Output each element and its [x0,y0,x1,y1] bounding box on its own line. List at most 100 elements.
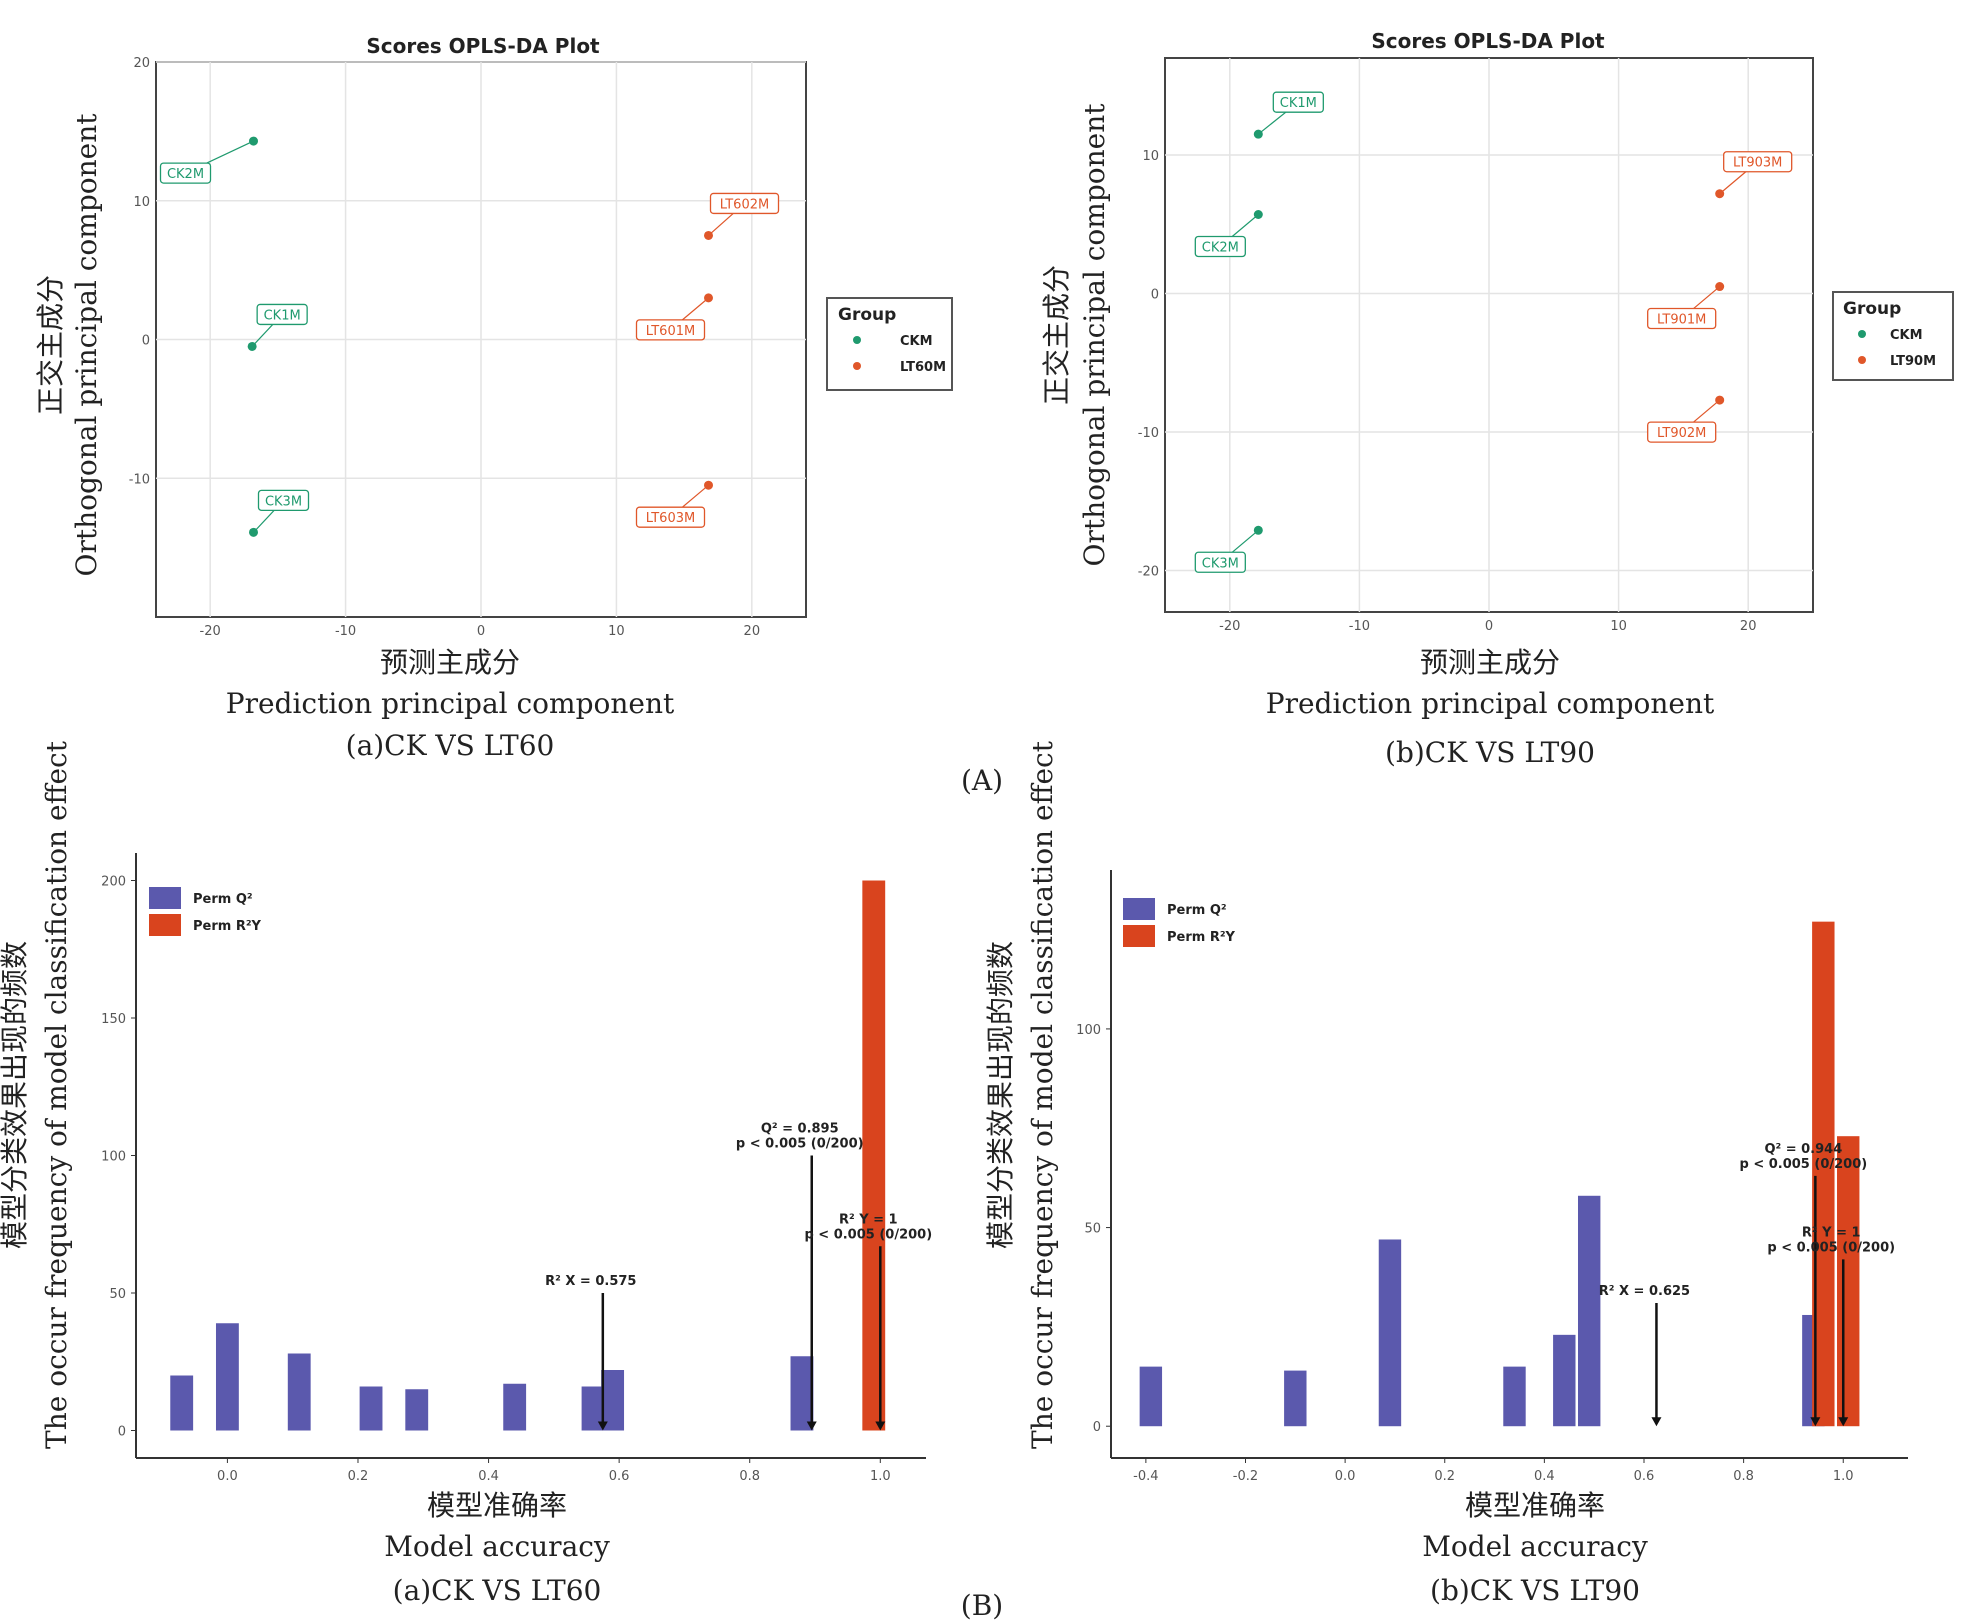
data-point [704,480,713,490]
y-axis-label-cn: 正交主成分 [34,275,67,415]
y-axis-label-en: Orthogonal principal component [70,113,103,577]
y-tick-label: 20 [133,56,150,71]
x-axis-label-en: Prediction principal component [1266,687,1715,720]
x-tick-label: 20 [744,624,761,639]
x-tick-label: 0.6 [1634,1469,1655,1484]
y-tick-label: -20 [1138,564,1159,579]
point-label: LT603M [646,511,695,526]
x-tick-labels: 0.0 0.2 0.4 0.6 0.8 1.0 [217,1458,891,1484]
point-label-box [257,489,310,512]
y-axis-label-en: The occur frequency of model classificat… [1026,740,1059,1449]
grid-lines [156,61,806,617]
bar [1553,1334,1576,1427]
annotation-text: Q² = 0.895 [761,1122,839,1137]
bar [1284,1370,1307,1427]
legend-item: Perm R²Y [193,919,262,934]
data-points: CK1M CK2M CK3M LT903M LT901M LT902M [1194,91,1793,573]
y-tick-label: 0 [118,1425,126,1440]
arrow-head [597,1421,608,1431]
x-axis-label-cn: 模型准确率 [427,1489,567,1522]
x-axis-label-cn: 预测主成分 [1420,646,1560,679]
x-tick-label: -10 [335,624,356,639]
data-point [704,293,713,303]
bar [601,1370,625,1431]
x-tick-label: 0.2 [1434,1469,1455,1484]
bar [405,1389,429,1431]
bar [287,1353,311,1431]
x-tick-label: -0.2 [1233,1469,1258,1484]
point-label: LT902M [1657,426,1706,441]
y-tick-label: 0 [1151,287,1159,302]
point-label: CK1M [264,308,301,323]
scores-plot-ck-lt90: Scores OPLS-DA Plot -20 -10 0 10 20 -20 -10 0 1… [1040,29,1954,769]
chart-title: Scores OPLS-DA Plot [366,34,600,58]
y-axis-label-en: Orthogonal principal component [1078,103,1111,567]
bar [581,1386,605,1431]
point-label: LT602M [720,197,769,212]
point-label-box [256,303,308,326]
x-tick-label: 0.0 [217,1469,238,1484]
arrow-head [806,1421,817,1431]
bar [862,880,886,1431]
y-tick-label: -10 [1138,426,1159,441]
legend: Perm Q² Perm R²Y [145,882,283,944]
point-label: CK2M [167,167,204,182]
y-tick-label: 150 [101,1012,126,1027]
y-axis-label-en: The occur frequency of model classificat… [40,740,73,1449]
bar [215,1323,239,1431]
chart-title: Scores OPLS-DA Plot [1371,29,1605,53]
data-point [1715,282,1725,292]
panel-caption: (b)CK VS LT90 [1430,1574,1640,1607]
y-axis-label-cn: 正交主成分 [1040,265,1073,405]
y-tick-label: 50 [1084,1222,1101,1237]
data-point [1715,189,1725,199]
data-point [249,136,258,146]
point-label-box [1194,235,1246,258]
x-tick-label: -0.4 [1133,1469,1158,1484]
x-tick-label: 0 [1485,619,1493,634]
data-point [704,230,713,240]
y-tick-label: 200 [101,875,126,890]
legend-title: Group [1843,299,1901,319]
arrow-head [1810,1417,1821,1427]
x-tick-label: -10 [1349,619,1370,634]
point-label: LT601M [646,324,695,339]
permutation-plot-ck-lt90: -0.4 -0.2 0.0 0.2 0.4 0.6 0.8 1.0 0 50 100 R² X =… [984,740,1908,1607]
bar [503,1383,527,1431]
bar [790,1356,814,1431]
legend-swatch [1123,898,1155,920]
data-point [1715,395,1725,405]
panel-caption: (b)CK VS LT90 [1385,736,1595,769]
y-tick-labels: 0 50 100 150 200 [101,875,136,1440]
legend-marker [853,362,861,370]
x-tick-label: 0.8 [739,1469,760,1484]
arrow-head [1651,1417,1662,1427]
panel-caption: (a)CK VS LT60 [346,729,555,762]
annotation-text: p < 0.005 (0/200) [736,1137,864,1152]
legend-marker [1858,330,1866,338]
point-label-box [1647,307,1717,330]
x-axis-label-en: Model accuracy [384,1530,610,1563]
x-axis-label-cn: 模型准确率 [1465,1489,1605,1522]
x-tick-label: 0 [477,624,485,639]
x-tick-label: 10 [1610,619,1627,634]
bars [1139,921,1860,1427]
y-tick-labels: -20 -10 0 10 [1138,149,1159,580]
y-tick-label: -10 [129,472,150,487]
x-axis-label-cn: 预测主成分 [380,646,520,679]
point-label-box [1272,91,1324,113]
x-tick-labels: -20 -10 0 10 20 [200,624,761,639]
point-label-box [709,192,780,215]
x-axis-label-en: Model accuracy [1422,1530,1648,1563]
y-tick-label: 100 [101,1150,126,1165]
bar [1139,1366,1163,1427]
y-tick-label: 0 [1093,1420,1101,1435]
y-tick-label: 10 [133,195,150,210]
x-tick-labels: -20 -10 0 10 20 [1219,619,1756,634]
annotation-text: Q² = 0.944 [1764,1142,1842,1157]
legend: Perm Q² Perm R²Y [1118,893,1256,955]
point-label-box [635,319,706,341]
point-label: CK3M [265,494,302,509]
